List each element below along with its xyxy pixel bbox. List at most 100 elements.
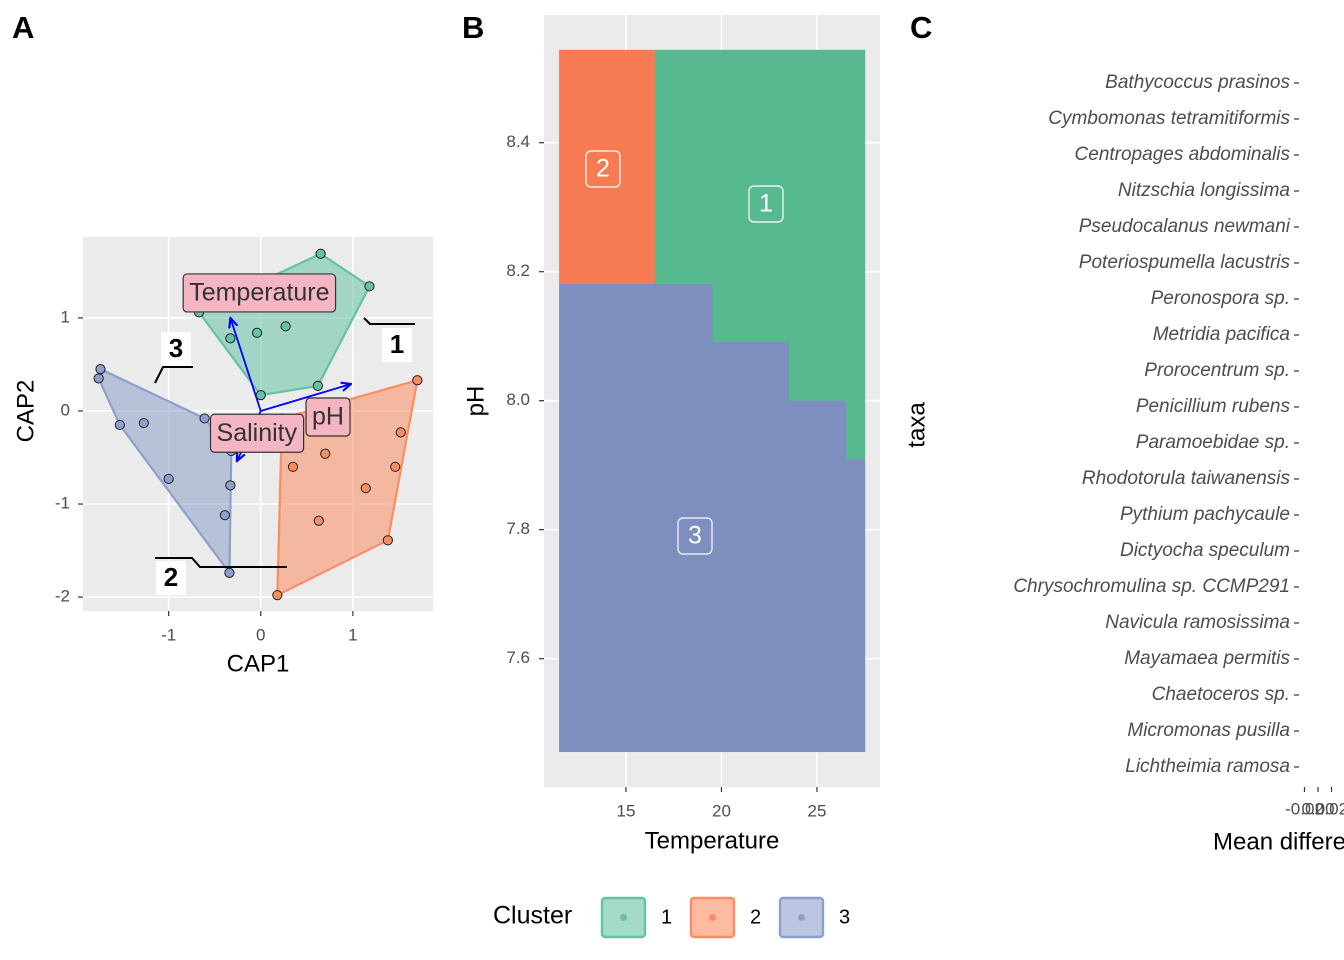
point <box>251 327 263 338</box>
x-tick-label: 25 <box>808 801 827 820</box>
cluster-label-box <box>585 150 621 188</box>
y-tick-label: Nitzschia longissima <box>1118 180 1290 201</box>
y-tick-label: 7.8 <box>506 519 530 538</box>
x-tick-label: 0 <box>256 625 265 644</box>
y-axis-title: CAP2 <box>12 380 39 443</box>
y-tick-label: 0 <box>61 400 70 419</box>
panel-tag: B <box>462 10 484 45</box>
point <box>255 390 266 401</box>
y-tick-label: 1 <box>61 307 70 326</box>
point <box>382 535 393 546</box>
x-tick-label: 15 <box>616 801 635 820</box>
point <box>225 480 236 491</box>
point <box>95 364 106 375</box>
x-tick-label: 0.00 <box>1301 799 1334 818</box>
point <box>312 380 323 391</box>
panel: B 15 20 25 7.6 7.8 8.0 8.2 8.4 Temperature pH 1 2 3 <box>462 10 880 854</box>
legend-label: 3 <box>839 906 850 928</box>
y-tick-label: Dictyocha speculum <box>1120 540 1290 561</box>
x-axis-title: CAP1 <box>227 650 290 677</box>
point <box>364 281 375 292</box>
y-tick-label: Penicillium rubens <box>1136 396 1291 417</box>
legend-dot <box>620 914 627 921</box>
point <box>225 333 236 344</box>
point <box>163 473 174 484</box>
x-tick-label: -0.02 <box>1285 799 1324 818</box>
y-tick-label: Pythium pachycaule <box>1120 504 1290 525</box>
tile <box>711 341 789 753</box>
y-tick-label: 8.2 <box>506 261 530 280</box>
y-tick-label: 7.6 <box>506 648 530 667</box>
y-tick-label: Bathycoccus prasinos <box>1105 72 1290 93</box>
tile <box>788 49 847 402</box>
point <box>412 375 423 386</box>
cluster-label-bg <box>161 332 191 366</box>
y-tick-label: -1 <box>55 493 70 512</box>
y-tick-label: Pseudocalanus newmani <box>1079 216 1291 237</box>
arrow-label: Salinity <box>217 419 298 447</box>
point <box>395 427 406 438</box>
cluster-label: 1 <box>759 190 773 218</box>
cluster-label: 3 <box>688 522 702 550</box>
x-axis-title: Mean difference <box>1213 828 1344 855</box>
y-tick-label: Prorocentrum sp. <box>1144 360 1290 381</box>
y-tick-label: Cymbomonas tetramitiformis <box>1048 108 1290 129</box>
y-tick-label: Centropages abdominalis <box>1075 144 1291 165</box>
loading-arrow <box>260 384 351 412</box>
panel: C -0.020.000.02 Mean difference taxa Bathyco… <box>903 10 1344 855</box>
arrow-label-box <box>182 273 337 313</box>
y-tick-label: 8.0 <box>506 390 530 409</box>
tile <box>845 459 866 753</box>
tile <box>711 49 789 343</box>
point <box>93 373 104 384</box>
y-tick-label: Chaetoceros sp. <box>1152 684 1290 705</box>
panel-tag: C <box>910 10 932 45</box>
y-tick-label: Rhodotorula taiwanensis <box>1082 468 1291 489</box>
tile <box>654 49 713 285</box>
cluster-label: 3 <box>169 333 183 363</box>
leader-line <box>363 317 415 325</box>
tile <box>845 49 866 460</box>
y-axis-title: taxa <box>903 402 930 448</box>
arrow-label-box <box>305 397 351 437</box>
point <box>272 590 283 601</box>
cluster-label-bg <box>382 328 412 362</box>
cluster-label-bg <box>156 561 186 595</box>
cluster-label: 1 <box>390 329 404 359</box>
leader-line <box>154 366 193 384</box>
point <box>138 417 149 429</box>
y-tick-label: Navicula ramosissima <box>1105 612 1290 633</box>
y-tick-label: Paramoebidae sp. <box>1136 432 1290 453</box>
legend-label: 2 <box>750 906 761 928</box>
tile <box>559 49 656 285</box>
legend-dot <box>798 914 805 921</box>
arrow-label: pH <box>312 403 344 431</box>
point <box>315 248 326 259</box>
tile <box>788 400 847 753</box>
y-tick-label: Metridia pacifica <box>1153 324 1290 345</box>
point <box>199 413 210 424</box>
y-tick-label: Lichtheimia ramosa <box>1125 756 1290 777</box>
y-tick-label: Peronospora sp. <box>1151 288 1290 309</box>
y-tick-label: Poteriospumella lacustris <box>1079 252 1291 273</box>
legend: Cluster 1 2 3 <box>493 896 850 939</box>
x-tick-label: 1 <box>348 625 357 644</box>
point <box>219 510 230 521</box>
point <box>320 448 331 459</box>
cluster-label-box <box>748 185 784 223</box>
point <box>287 461 299 472</box>
y-tick-label: 8.4 <box>506 132 530 151</box>
y-tick-label: Micromonas pusilla <box>1127 720 1290 741</box>
point <box>224 567 235 578</box>
y-tick-label: Mayamaea permitis <box>1124 648 1290 669</box>
point <box>280 321 291 332</box>
arrow-label: Temperature <box>189 279 329 307</box>
legend-title: Cluster <box>493 902 572 930</box>
x-tick-label: 20 <box>712 801 731 820</box>
x-tick-label: 0.02 <box>1315 799 1344 818</box>
cluster-label-box <box>677 517 713 555</box>
legend-dot <box>709 914 716 921</box>
legend-label: 1 <box>661 906 672 928</box>
